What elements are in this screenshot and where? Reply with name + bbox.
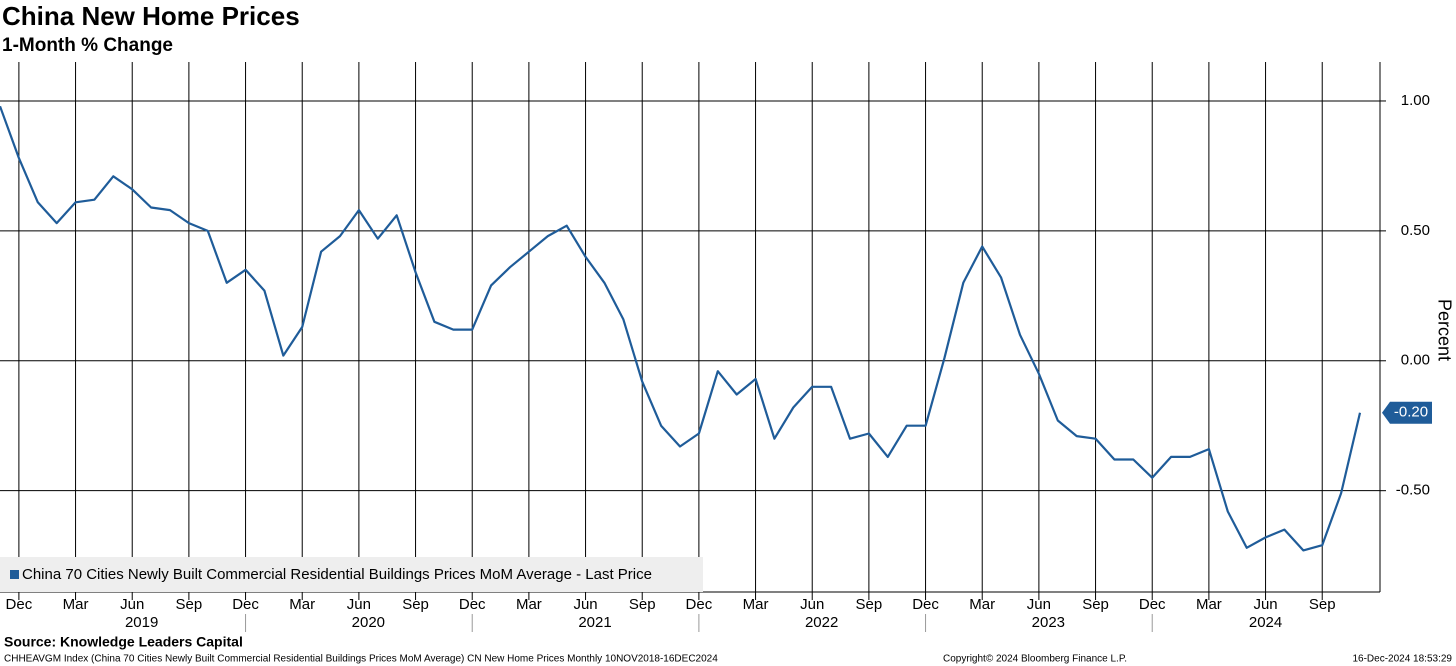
y-tick-label: 0.00 [1401, 352, 1430, 369]
x-tick-label: Sep [1082, 596, 1109, 613]
x-tick-label: Sep [856, 596, 883, 613]
x-tick-label: Dec [686, 596, 713, 613]
year-label: 2024 [1249, 614, 1282, 631]
x-tick-label: Mar [516, 596, 542, 613]
x-tick-label: Dec [232, 596, 259, 613]
x-tick-label: Mar [63, 596, 89, 613]
x-tick-label: Sep [402, 596, 429, 613]
x-tick-label: Dec [912, 596, 939, 613]
y-tick-label: 1.00 [1401, 92, 1430, 109]
x-tick-label: Dec [1139, 596, 1166, 613]
x-tick-label: Mar [1196, 596, 1222, 613]
x-tick-label: Dec [6, 596, 33, 613]
footer-left: CHHEAVGM Index (China 70 Cities Newly Bu… [4, 654, 718, 665]
legend-swatch [10, 570, 19, 579]
x-tick-label: Jun [347, 596, 371, 613]
legend-box [0, 557, 703, 592]
x-tick-label: Jun [800, 596, 824, 613]
source: Source: Knowledge Leaders Capital [4, 634, 243, 650]
footer-right: 16-Dec-2024 18:53:29 [1352, 654, 1452, 665]
year-label: 2023 [1032, 614, 1065, 631]
last-price-label: -0.20 [1394, 404, 1428, 421]
x-tick-label: Mar [969, 596, 995, 613]
last-price-tag [1382, 401, 1432, 424]
x-tick-label: Mar [743, 596, 769, 613]
x-tick-label: Jun [120, 596, 144, 613]
x-tick-label: Jun [1253, 596, 1277, 613]
year-label: 2019 [125, 614, 158, 631]
series-line [0, 105, 1362, 552]
year-label: 2020 [352, 614, 385, 631]
legend-label: China 70 Cities Newly Built Commercial R… [22, 566, 652, 583]
x-tick-label: Jun [573, 596, 597, 613]
x-tick-label: Mar [289, 596, 315, 613]
x-tick-label: Sep [629, 596, 656, 613]
y-tick-label: 0.50 [1401, 222, 1430, 239]
x-tick-label: Sep [176, 596, 203, 613]
y-tick-label: -0.50 [1396, 482, 1430, 499]
y-axis-label: Percent [1434, 299, 1454, 361]
chart-title: China New Home Prices [2, 1, 300, 31]
year-label: 2021 [578, 614, 611, 631]
x-tick-label: Sep [1309, 596, 1336, 613]
x-tick-label: Jun [1027, 596, 1051, 613]
year-label: 2022 [805, 614, 838, 631]
x-tick-label: Dec [459, 596, 486, 613]
chart-subtitle: 1-Month % Change [2, 35, 173, 56]
footer-center: Copyright© 2024 Bloomberg Finance L.P. [943, 654, 1127, 665]
